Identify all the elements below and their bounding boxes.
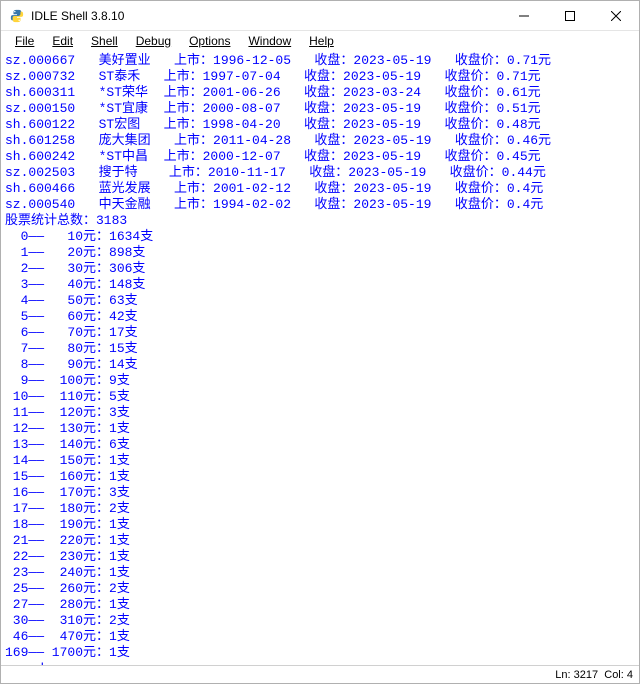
stock-line: sh.601258 庞大集团 上市：2011-04-28 收盘：2023-05-… <box>5 133 635 149</box>
bucket-line: 169—— 1700元：1支 <box>5 645 635 661</box>
status-ln-label: Ln: <box>555 669 570 681</box>
content-area: sz.000667 美好置业 上市：1996-12-05 收盘：2023-05-… <box>1 51 639 665</box>
bucket-line: 2—— 30元：306支 <box>5 261 635 277</box>
menu-options[interactable]: Options <box>181 32 238 50</box>
status-col: 4 <box>627 669 633 681</box>
bucket-line: 3—— 40元：148支 <box>5 277 635 293</box>
bucket-line: 9—— 100元：9支 <box>5 373 635 389</box>
menu-help[interactable]: Help <box>301 32 342 50</box>
statusbar: Ln: 3217 Col: 4 <box>1 665 639 683</box>
stock-line: sh.600311 *ST荣华 上市：2001-06-26 收盘：2023-03… <box>5 85 635 101</box>
bucket-line: 5—— 60元：42支 <box>5 309 635 325</box>
bucket-line: 11—— 120元：3支 <box>5 405 635 421</box>
menu-shell[interactable]: Shell <box>83 32 126 50</box>
bucket-line: 7—— 80元：15支 <box>5 341 635 357</box>
app-icon <box>9 8 25 24</box>
bucket-line: 25—— 260元：2支 <box>5 581 635 597</box>
bucket-line: 4—— 50元：63支 <box>5 293 635 309</box>
minimize-button[interactable] <box>501 1 547 30</box>
menu-debug[interactable]: Debug <box>128 32 179 50</box>
bucket-line: 27—— 280元：1支 <box>5 597 635 613</box>
bucket-line: 0—— 10元：1634支 <box>5 229 635 245</box>
stock-line: sz.002503 搜于特 上市：2010-11-17 收盘：2023-05-1… <box>5 165 635 181</box>
window-buttons <box>501 1 639 30</box>
summary-line: 股票统计总数：3183 <box>5 213 635 229</box>
bucket-line: 21—— 220元：1支 <box>5 533 635 549</box>
status-col-label: Col: <box>604 669 624 681</box>
stock-line: sz.000732 ST泰禾 上市：1997-07-04 收盘：2023-05-… <box>5 69 635 85</box>
bucket-line: 16—— 170元：3支 <box>5 485 635 501</box>
bucket-line: 13—— 140元：6支 <box>5 437 635 453</box>
bucket-line: 6—— 70元：17支 <box>5 325 635 341</box>
stock-line: sh.600242 *ST中昌 上市：2000-12-07 收盘：2023-05… <box>5 149 635 165</box>
bucket-line: 12—— 130元：1支 <box>5 421 635 437</box>
window-title: IDLE Shell 3.8.10 <box>31 9 501 23</box>
menubar: File Edit Shell Debug Options Window Hel… <box>1 31 639 51</box>
bucket-line: 10—— 110元：5支 <box>5 389 635 405</box>
stock-line: sh.600466 蓝光发展 上市：2001-02-12 收盘：2023-05-… <box>5 181 635 197</box>
end-marker: --end-- <box>5 661 635 665</box>
bucket-line: 8—— 90元：14支 <box>5 357 635 373</box>
status-ln: 3217 <box>574 669 598 681</box>
bucket-line: 14—— 150元：1支 <box>5 453 635 469</box>
bucket-line: 46—— 470元：1支 <box>5 629 635 645</box>
bucket-line: 1—— 20元：898支 <box>5 245 635 261</box>
menu-window[interactable]: Window <box>240 32 299 50</box>
bucket-line: 22—— 230元：1支 <box>5 549 635 565</box>
bucket-line: 30—— 310元：2支 <box>5 613 635 629</box>
menu-edit[interactable]: Edit <box>44 32 81 50</box>
bucket-line: 17—— 180元：2支 <box>5 501 635 517</box>
stock-line: sz.000540 中天金融 上市：1994-02-02 收盘：2023-05-… <box>5 197 635 213</box>
titlebar[interactable]: IDLE Shell 3.8.10 <box>1 1 639 31</box>
stock-line: sz.000150 *ST宜康 上市：2000-08-07 收盘：2023-05… <box>5 101 635 117</box>
bucket-line: 15—— 160元：1支 <box>5 469 635 485</box>
bucket-line: 23—— 240元：1支 <box>5 565 635 581</box>
stock-line: sz.000667 美好置业 上市：1996-12-05 收盘：2023-05-… <box>5 53 635 69</box>
bucket-line: 18—— 190元：1支 <box>5 517 635 533</box>
maximize-button[interactable] <box>547 1 593 30</box>
shell-output[interactable]: sz.000667 美好置业 上市：1996-12-05 收盘：2023-05-… <box>1 51 639 665</box>
app-window: IDLE Shell 3.8.10 File Edit Shell Debug … <box>0 0 640 684</box>
close-button[interactable] <box>593 1 639 30</box>
menu-file[interactable]: File <box>7 32 42 50</box>
stock-line: sh.600122 ST宏图 上市：1998-04-20 收盘：2023-05-… <box>5 117 635 133</box>
